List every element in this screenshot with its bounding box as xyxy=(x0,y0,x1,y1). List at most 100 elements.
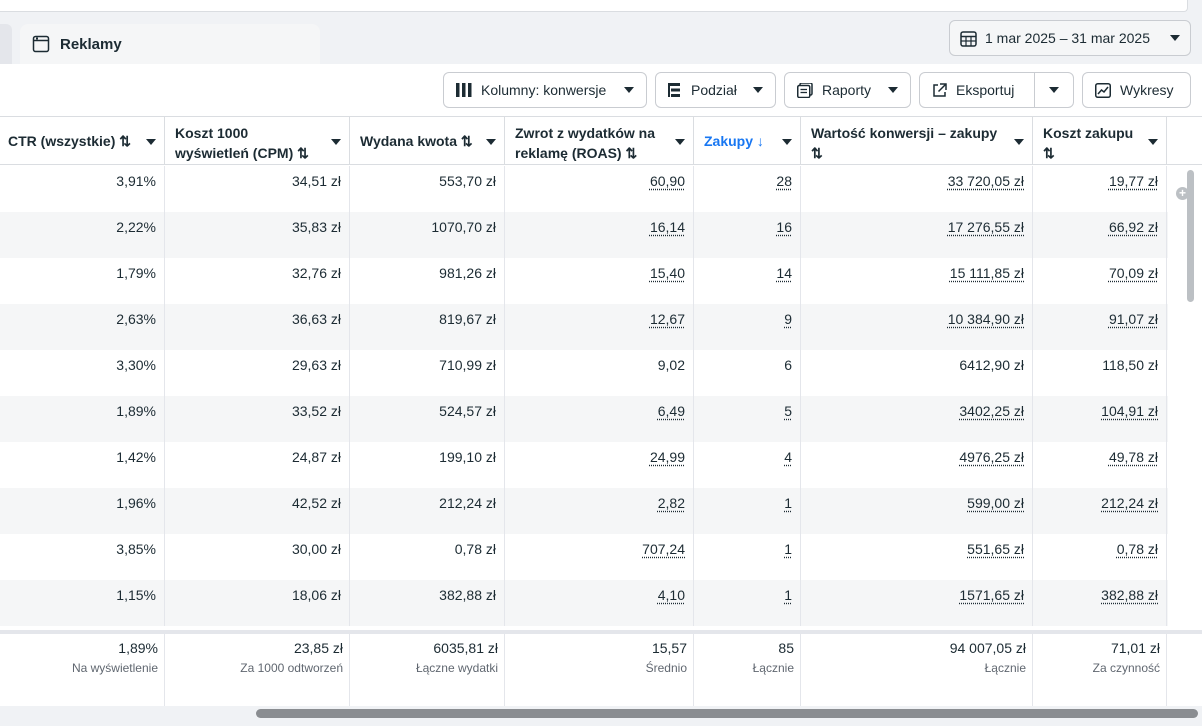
column-header-roas[interactable]: Zwrot z wydatków na reklamę (ROAS) ⇅ xyxy=(505,117,694,164)
chevron-down-icon[interactable] xyxy=(331,139,341,145)
tab-previous[interactable] xyxy=(0,24,12,64)
horizontal-scrollbar[interactable] xyxy=(256,709,1198,718)
export-menu-button[interactable] xyxy=(1034,72,1074,108)
table-row[interactable]: 3,30% 29,63 zł 710,99 zł 9,02 6 6412,90 zł 118… xyxy=(0,350,1168,396)
cell-purchases[interactable]: 14 xyxy=(694,258,801,304)
charts-button[interactable]: Wykresy xyxy=(1082,72,1191,108)
cell-value[interactable]: 1571,65 zł xyxy=(801,580,1033,626)
cell-purchases[interactable]: 1 xyxy=(694,580,801,626)
cell-purchases[interactable]: 5 xyxy=(694,396,801,442)
chevron-down-icon xyxy=(624,87,634,93)
cell-cost[interactable]: 70,09 zł xyxy=(1033,258,1167,304)
cell-purchases-value: 4 xyxy=(784,449,792,465)
total-ctr-value: 1,89% xyxy=(118,640,158,656)
cell-roas[interactable]: 16,14 xyxy=(505,212,694,258)
table-row[interactable]: 2,22% 35,83 zł 1070,70 zł 16,14 16 17 276,55 … xyxy=(0,212,1168,258)
breakdown-label: Podział xyxy=(691,82,737,98)
cell-cpm: 18,06 zł xyxy=(165,580,350,626)
cell-roas[interactable]: 707,24 xyxy=(505,534,694,580)
column-header-cost-per-purchase-line2: ⇅ xyxy=(1043,145,1055,161)
cell-value[interactable]: 10 384,90 zł xyxy=(801,304,1033,350)
cell-ctr-value: 1,42% xyxy=(116,449,156,465)
chevron-down-icon[interactable] xyxy=(782,139,792,145)
export-button[interactable]: Eksportuj xyxy=(919,72,1035,108)
add-column-icon[interactable]: + xyxy=(1176,187,1189,200)
cell-value[interactable]: 551,65 zł xyxy=(801,534,1033,580)
cell-cost[interactable]: 91,07 zł xyxy=(1033,304,1167,350)
table-row[interactable]: 1,96% 42,52 zł 212,24 zł 2,82 1 599,00 zł 212,… xyxy=(0,488,1168,534)
total-purchases-label: Łącznie xyxy=(752,661,794,675)
date-range-picker[interactable]: 1 mar 2025 – 31 mar 2025 xyxy=(949,20,1191,56)
cell-purchases[interactable]: 4 xyxy=(694,442,801,488)
table-row[interactable]: 3,91% 34,51 zł 553,70 zł 60,90 28 33 720,05 z… xyxy=(0,166,1168,212)
reports-button[interactable]: Raporty xyxy=(784,72,911,108)
cell-spend: 819,67 zł xyxy=(350,304,505,350)
cell-roas-value: 16,14 xyxy=(649,219,685,235)
cell-cost[interactable]: 49,78 zł xyxy=(1033,442,1167,488)
cell-ctr-value: 1,96% xyxy=(116,495,156,511)
total-cost-per-purchase-label: Za czynność xyxy=(1092,661,1160,675)
chevron-down-icon[interactable] xyxy=(675,139,685,145)
table-row[interactable]: 2,63% 36,63 zł 819,67 zł 12,67 9 10 384,90 zł… xyxy=(0,304,1168,350)
cell-cpm: 30,00 zł xyxy=(165,534,350,580)
cell-roas[interactable]: 2,82 xyxy=(505,488,694,534)
cell-spend-value: 710,99 zł xyxy=(439,357,496,373)
column-header-purchases[interactable]: Zakupy ↓ xyxy=(694,117,801,164)
cell-purchases[interactable]: 9 xyxy=(694,304,801,350)
table-row[interactable]: 1,15% 18,06 zł 382,88 zł 4,10 1 1571,65 zł 382… xyxy=(0,580,1168,626)
cell-cost[interactable]: 19,77 zł xyxy=(1033,166,1167,212)
column-header-cpm-line1: Koszt 1000 xyxy=(175,125,249,141)
cell-purchases[interactable]: 16 xyxy=(694,212,801,258)
column-header-spend[interactable]: Wydana kwota ⇅ xyxy=(350,117,505,164)
cell-spend-value: 981,26 zł xyxy=(439,265,496,281)
cell-value[interactable]: 3402,25 zł xyxy=(801,396,1033,442)
cell-roas[interactable]: 60,90 xyxy=(505,166,694,212)
cell-roas[interactable]: 4,10 xyxy=(505,580,694,626)
cell-cost[interactable]: 104,91 zł xyxy=(1033,396,1167,442)
cell-value[interactable]: 599,00 zł xyxy=(801,488,1033,534)
cell-cpm: 35,83 zł xyxy=(165,212,350,258)
cell-cost[interactable]: 382,88 zł xyxy=(1033,580,1167,626)
vertical-scrollbar[interactable] xyxy=(1187,170,1194,302)
cell-value[interactable]: 15 111,85 zł xyxy=(801,258,1033,304)
cell-cost[interactable]: 0,78 zł xyxy=(1033,534,1167,580)
cell-purchases[interactable]: 28 xyxy=(694,166,801,212)
cell-cost[interactable]: 212,24 zł xyxy=(1033,488,1167,534)
cell-roas-value: 12,67 xyxy=(649,311,685,327)
chevron-down-icon[interactable] xyxy=(486,139,496,145)
columns-button[interactable]: Kolumny: konwersje xyxy=(443,72,647,108)
column-header-cost-per-purchase[interactable]: Koszt zakupu ⇅ xyxy=(1033,117,1167,164)
cell-ctr: 3,91% xyxy=(0,166,165,212)
cell-cost-value: 118,50 zł xyxy=(1102,357,1158,373)
cell-value[interactable]: 33 720,05 zł xyxy=(801,166,1033,212)
table-row[interactable]: 1,42% 24,87 zł 199,10 zł 24,99 4 4976,25 zł 49… xyxy=(0,442,1168,488)
cell-purchases[interactable]: 1 xyxy=(694,488,801,534)
table-row[interactable]: 1,79% 32,76 zł 981,26 zł 15,40 14 15 111,85 z… xyxy=(0,258,1168,304)
cell-roas[interactable]: 15,40 xyxy=(505,258,694,304)
column-header-cpm[interactable]: Koszt 1000 wyświetleń (CPM) ⇅ xyxy=(165,117,350,164)
cell-cost[interactable]: 66,92 zł xyxy=(1033,212,1167,258)
column-header-ctr[interactable]: CTR (wszystkie) ⇅ xyxy=(0,117,165,164)
total-conversion-value-value: 94 007,05 zł xyxy=(949,640,1026,656)
cell-roas[interactable]: 24,99 xyxy=(505,442,694,488)
cell-spend: 553,70 zł xyxy=(350,166,505,212)
table-row[interactable]: 3,85% 30,00 zł 0,78 zł 707,24 1 551,65 zł 0,78… xyxy=(0,534,1168,580)
cell-spend-value: 199,10 zł xyxy=(439,449,496,465)
cell-cost-value: 49,78 zł xyxy=(1108,449,1158,465)
breakdown-button[interactable]: Podział xyxy=(655,72,776,108)
cell-cpm: 33,52 zł xyxy=(165,396,350,442)
cell-value[interactable]: 4976,25 zł xyxy=(801,442,1033,488)
cell-spend: 981,26 zł xyxy=(350,258,505,304)
tab-ads[interactable]: Reklamy xyxy=(20,24,320,64)
cell-roas-value: 4,10 xyxy=(657,587,685,603)
table-row[interactable]: 1,89% 33,52 zł 524,57 zł 6,49 5 3402,25 zł 104… xyxy=(0,396,1168,442)
chevron-down-icon[interactable] xyxy=(146,139,156,145)
column-header-conversion-value[interactable]: Wartość konwersji – zakupy ⇅ xyxy=(801,117,1033,164)
chevron-down-icon[interactable] xyxy=(1014,139,1024,145)
chevron-down-icon[interactable] xyxy=(1148,139,1158,145)
cell-roas[interactable]: 6,49 xyxy=(505,396,694,442)
total-cost-per-purchase-value: 71,01 zł xyxy=(1110,640,1160,656)
cell-value[interactable]: 17 276,55 zł xyxy=(801,212,1033,258)
cell-purchases[interactable]: 1 xyxy=(694,534,801,580)
cell-roas[interactable]: 12,67 xyxy=(505,304,694,350)
